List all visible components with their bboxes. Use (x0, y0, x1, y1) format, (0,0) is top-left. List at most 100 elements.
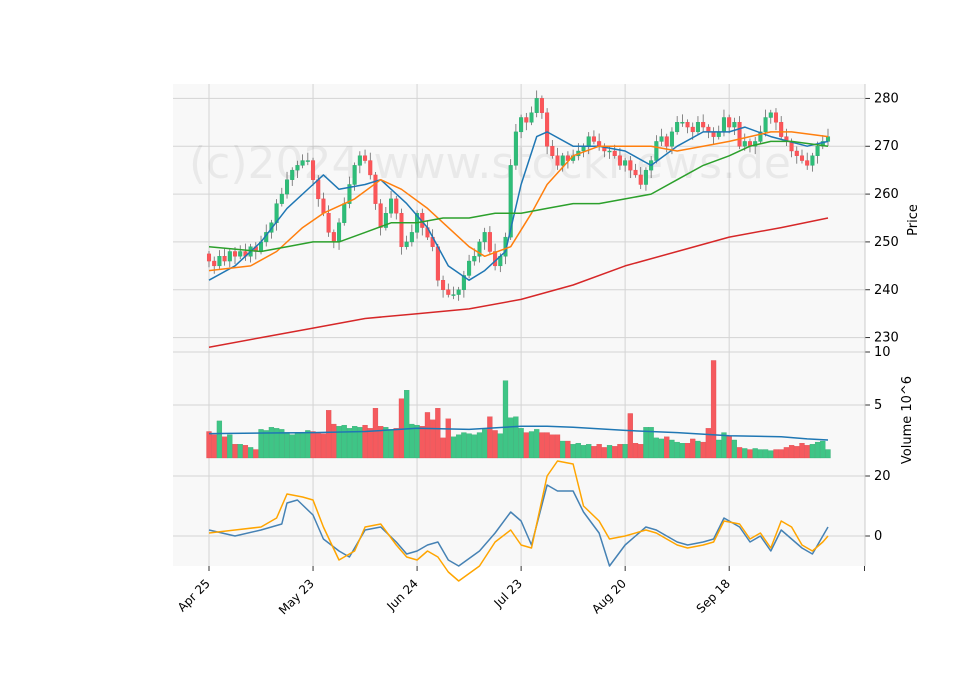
volume-bar (346, 428, 353, 459)
volume-bar (747, 449, 753, 459)
volume-bar (710, 360, 717, 459)
candle-body (617, 155, 622, 166)
x-tick-label: Apr 25 (175, 576, 213, 614)
volume-bar (492, 430, 498, 459)
candle-body (758, 131, 763, 142)
x-tick-label: Aug 20 (589, 576, 629, 616)
volume-bar (814, 441, 821, 459)
volume-bar (508, 417, 514, 459)
volume-bar (778, 449, 784, 459)
volume-bar (757, 449, 763, 459)
candle-body (352, 165, 357, 185)
volume-bar (284, 432, 290, 459)
candle-body (669, 131, 674, 147)
candle-body (404, 241, 409, 247)
volume-bar (456, 434, 462, 459)
volume-bar (268, 427, 275, 459)
candle-body (383, 213, 388, 228)
volume-bar (326, 410, 332, 459)
moving-average-line (208, 131, 829, 272)
candle-body (612, 150, 617, 156)
candle-body (508, 165, 513, 238)
candle-body (368, 160, 373, 176)
candle-body (357, 155, 362, 166)
volume-bar (466, 433, 472, 459)
candle-body (441, 280, 446, 290)
volume-bar (502, 380, 509, 459)
candle-body (607, 150, 612, 153)
volume-bar (450, 436, 457, 459)
volume-bar (398, 398, 405, 459)
price-tick-label: 230 (874, 331, 899, 346)
candle-body (805, 160, 810, 166)
volume-bar (445, 418, 451, 459)
volume-bar (518, 428, 524, 459)
candle-body (409, 232, 414, 243)
price-axis-label: Price (906, 204, 921, 236)
candle-body (779, 122, 784, 137)
volume-bar (206, 431, 212, 459)
candle-body (331, 232, 336, 243)
volume-bar (424, 412, 431, 459)
candle-body (337, 222, 342, 243)
volume-bar (367, 428, 373, 459)
volume-bar (820, 440, 826, 459)
volume-bar (258, 429, 264, 459)
candle-body (794, 150, 799, 156)
candle-body (519, 117, 524, 133)
volume-bar (674, 441, 680, 459)
candle-body (768, 112, 773, 118)
volume-bar (783, 447, 790, 459)
candle-body (763, 117, 768, 133)
candle-body (467, 260, 472, 276)
candle-body (675, 122, 680, 133)
volume-bar (539, 432, 545, 459)
x-tick-label: Jul 23 (491, 576, 525, 610)
candle-body (539, 98, 544, 113)
x-tick-label: Jun 24 (384, 576, 421, 613)
volume-bar (825, 449, 831, 459)
volume-bar (378, 426, 384, 459)
volume-bar (435, 408, 441, 459)
candle-body (545, 112, 550, 147)
volume-bar (414, 424, 420, 459)
volume-bar (544, 432, 550, 459)
candle-body (534, 98, 539, 113)
x-tick-label: Sep 18 (694, 576, 733, 615)
volume-bar (752, 448, 758, 459)
volume-average-line (208, 425, 829, 441)
oscillator-tick-label: 20 (874, 469, 891, 484)
volume-bar (430, 419, 436, 459)
volume-bar (606, 445, 613, 459)
volume-bar (263, 430, 269, 459)
volume-bar (565, 440, 571, 459)
candle-body (363, 155, 368, 161)
candle-body (347, 184, 352, 204)
volume-bar (476, 432, 483, 459)
volume-bar (695, 440, 701, 459)
volume-axis-label: Volume 10^6 (900, 376, 915, 464)
volume-bar (804, 445, 810, 459)
candle-body (316, 179, 321, 200)
volume-bar (393, 428, 399, 459)
candle-body (825, 136, 831, 142)
candle-body (451, 294, 456, 296)
candle-body (623, 160, 628, 166)
candle-body (638, 174, 643, 185)
volume-bar (549, 434, 555, 459)
candle-body (305, 160, 310, 162)
candle-body (586, 136, 591, 147)
oscillator-line (208, 484, 829, 567)
volume-bar (487, 416, 493, 459)
volume-bar (534, 429, 540, 459)
volume-bar (497, 433, 503, 459)
candle-body (513, 131, 518, 166)
volume-bar (216, 420, 223, 459)
candle-body (529, 112, 534, 123)
candle-body (810, 155, 815, 166)
candle-body (206, 253, 212, 262)
candle-body (321, 198, 326, 214)
volume-bar (471, 434, 477, 459)
volume-bar (274, 428, 280, 459)
